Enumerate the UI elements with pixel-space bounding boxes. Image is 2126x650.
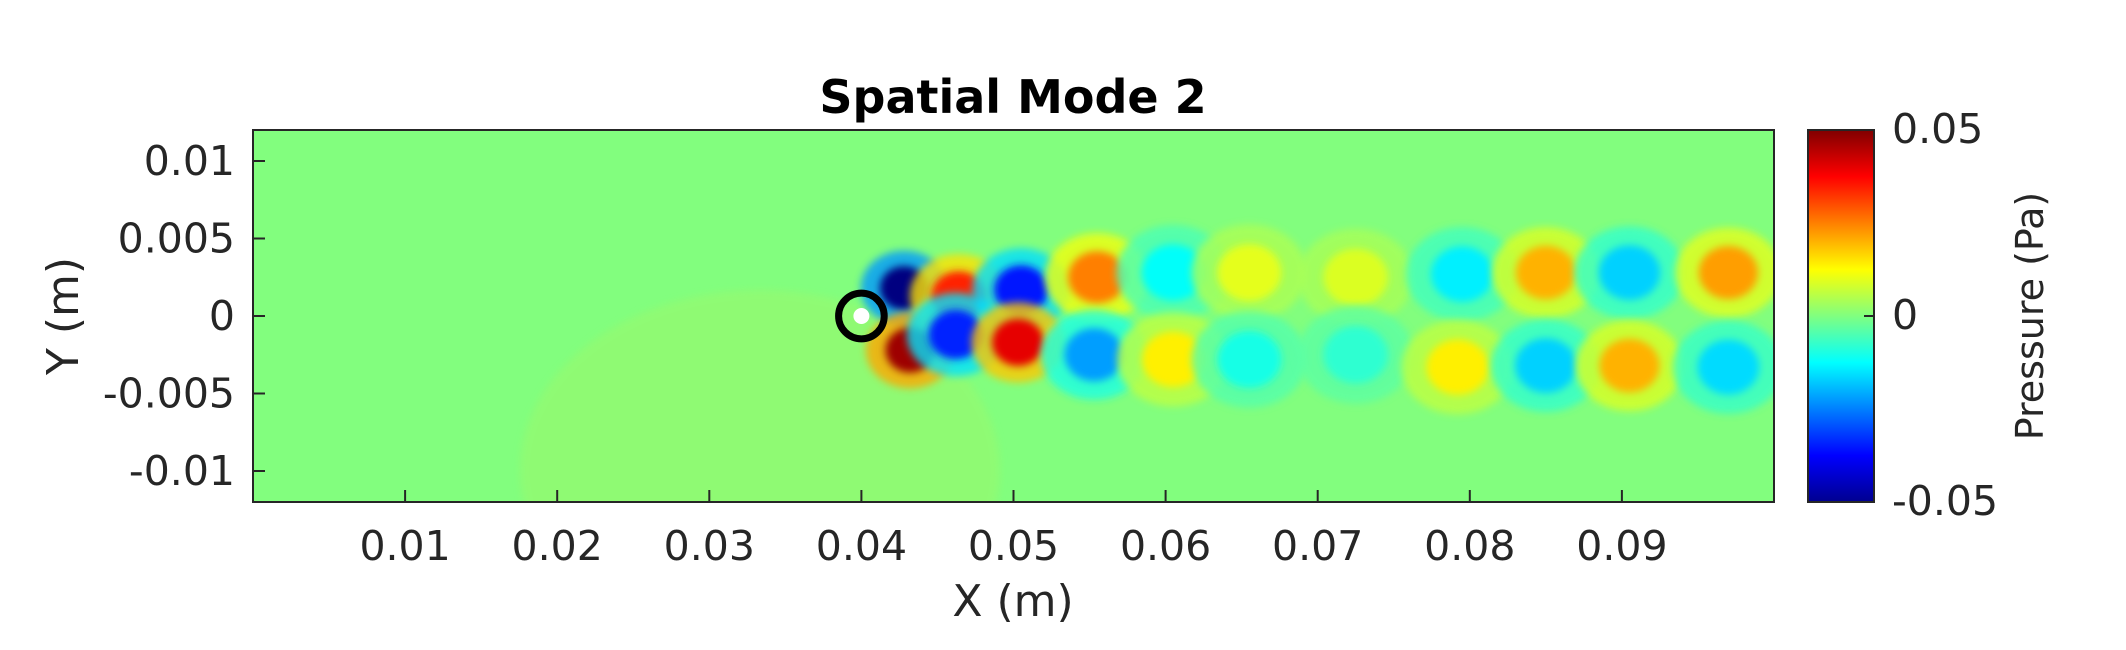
- structure-core: [1323, 326, 1389, 384]
- y-tick-label: 0.005: [118, 215, 235, 263]
- structure-core: [992, 318, 1045, 366]
- colorbar-tick-label: 0.05: [1892, 105, 1983, 153]
- x-tick-label: 0.07: [1272, 522, 1363, 570]
- chart-title: Spatial Mode 2: [819, 70, 1206, 124]
- structure-core: [1064, 328, 1124, 382]
- mode-structures: [860, 224, 1774, 415]
- x-tick-label: 0.02: [512, 522, 603, 570]
- structure-core: [1515, 245, 1576, 300]
- x-axis: 0.01 0.02 0.03 0.04 0.05 0.06 0.07 0.08 0.09: [359, 490, 1668, 570]
- y-axis: 0.01 0.005 0 -0.005 -0.01: [103, 137, 265, 495]
- y-axis-label: Y (m): [38, 257, 89, 376]
- x-tick-label: 0.09: [1576, 522, 1667, 570]
- structure-core: [1697, 339, 1760, 395]
- structure-core: [1598, 245, 1661, 300]
- plot-area: [253, 130, 1774, 502]
- structure-core: [1323, 248, 1388, 306]
- colorbar-ticks: 0.05 0 -0.05: [1864, 105, 1998, 525]
- structure-core: [1430, 246, 1494, 302]
- cylinder-marker: [835, 289, 888, 343]
- colorbar-tick-label: -0.05: [1892, 477, 1998, 525]
- y-tick-label: -0.01: [129, 447, 235, 495]
- structure-core: [1142, 331, 1205, 388]
- colorbar-label: Pressure (Pa): [2008, 192, 2052, 440]
- structure-core: [1599, 338, 1660, 393]
- x-tick-label: 0.04: [816, 522, 907, 570]
- structure-core: [1426, 339, 1489, 395]
- colorbar: 0.05 0 -0.05 Pressure (Pa): [1807, 105, 2052, 525]
- structure-core: [1217, 244, 1282, 301]
- structure-core: [928, 310, 983, 360]
- x-tick-label: 0.01: [359, 522, 450, 570]
- cylinder-interior: [853, 308, 870, 324]
- structure-core: [1698, 246, 1758, 300]
- y-tick-label: -0.005: [103, 370, 235, 418]
- cylinder: [835, 289, 888, 343]
- x-tick-label: 0.08: [1424, 522, 1515, 570]
- x-tick-label: 0.06: [1120, 522, 1211, 570]
- x-tick-label: 0.03: [664, 522, 755, 570]
- y-tick-label: 0.01: [144, 137, 235, 185]
- structure-core: [1141, 244, 1205, 301]
- y-tick-label: 0: [209, 292, 235, 340]
- structure-core: [1217, 331, 1282, 388]
- structure-core: [1068, 251, 1127, 304]
- x-axis-label: X (m): [952, 576, 1073, 627]
- colorbar-tick-label: 0: [1892, 291, 1918, 339]
- structure-core: [1515, 338, 1577, 393]
- x-tick-label: 0.05: [968, 522, 1059, 570]
- structure-core: [994, 265, 1049, 315]
